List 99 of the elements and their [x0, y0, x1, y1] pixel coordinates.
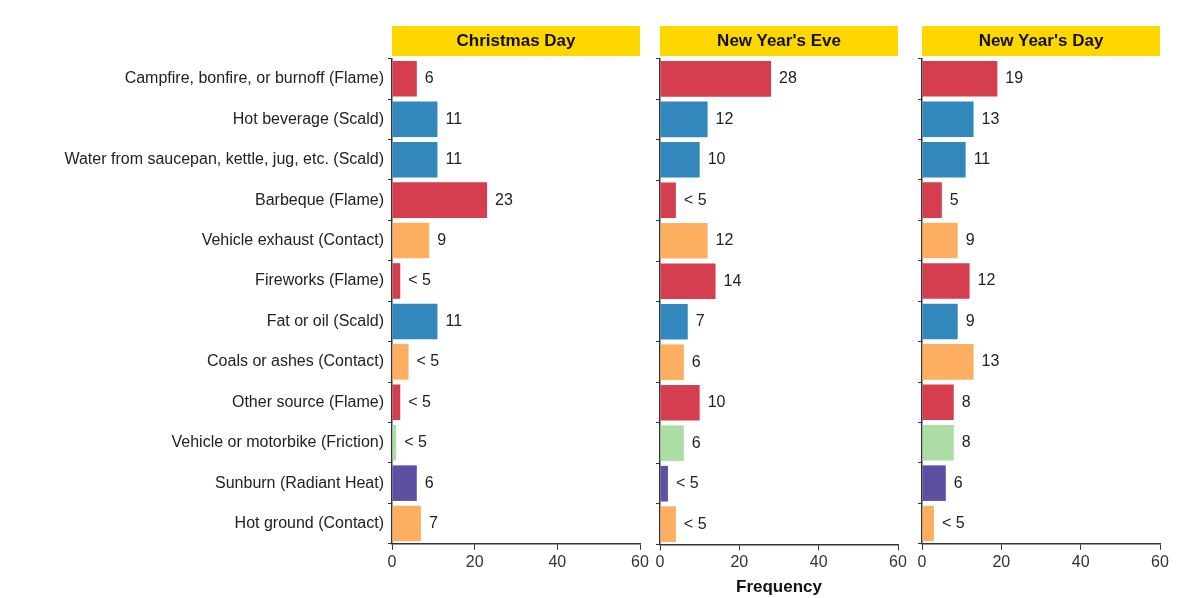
- bar: [922, 344, 974, 380]
- data-label: 8: [961, 392, 971, 410]
- data-label: 23: [495, 190, 513, 208]
- bar: [392, 384, 401, 421]
- data-label: 9: [965, 230, 975, 248]
- bar: [660, 101, 708, 138]
- bar: [660, 222, 708, 259]
- bar: [392, 505, 421, 542]
- data-label: 6: [691, 433, 701, 451]
- bar: [660, 425, 684, 461]
- x-tick-label: 40: [809, 553, 828, 571]
- data-label: 12: [715, 109, 734, 127]
- bar: [922, 141, 966, 178]
- data-label: < 5: [404, 433, 427, 451]
- data-label: 7: [428, 513, 438, 531]
- x-tick-label: 0: [387, 552, 397, 570]
- bar: [392, 101, 438, 138]
- x-tick-label: 0: [917, 552, 927, 570]
- y-tick-label: Sunburn (Radiant Heat): [215, 473, 384, 491]
- data-label: < 5: [408, 271, 432, 289]
- bar: [922, 222, 958, 259]
- bar: [922, 465, 946, 501]
- bar: [922, 263, 970, 299]
- data-label: 11: [445, 150, 463, 168]
- chart-title: Christmas Day: [392, 25, 640, 56]
- bar: [922, 101, 974, 138]
- data-label: 13: [981, 109, 1000, 127]
- bar: [660, 263, 716, 300]
- x-tick-label: 60: [631, 552, 649, 570]
- data-label: < 5: [675, 474, 699, 492]
- bar: [922, 424, 954, 461]
- x-tick-label: 40: [1071, 552, 1090, 570]
- x-tick-label: 60: [889, 553, 907, 571]
- bar: [922, 303, 958, 340]
- bar: [392, 344, 409, 380]
- y-tick-label: Coals or ashes (Contact): [207, 352, 384, 370]
- y-tick-label: Campfire, bonfire, or burnoff (Flame): [124, 69, 384, 87]
- bar: [392, 61, 417, 97]
- data-label: 9: [437, 230, 447, 248]
- chart-title: New Year's Eve: [660, 25, 898, 56]
- data-label: < 5: [408, 392, 432, 410]
- chart-title: New Year's Day: [922, 25, 1160, 56]
- data-label: 10: [707, 150, 726, 168]
- x-tick-label: 20: [730, 553, 749, 571]
- y-tick-label: Barbeque (Flame): [255, 190, 384, 208]
- data-label: < 5: [941, 513, 965, 531]
- data-label: 6: [424, 473, 434, 491]
- x-tick-label: 0: [655, 553, 665, 571]
- bar: [922, 384, 954, 421]
- bar: [392, 141, 438, 178]
- y-tick-label: Vehicle or motorbike (Friction): [171, 433, 384, 451]
- y-tick-label: Other source (Flame): [231, 392, 384, 410]
- bar: [392, 465, 417, 501]
- data-label: 6: [691, 352, 701, 370]
- data-label: < 5: [683, 190, 707, 208]
- bar: [660, 506, 676, 542]
- data-label: 12: [977, 271, 996, 289]
- bar: [660, 303, 688, 340]
- bar: [922, 61, 998, 97]
- data-label: 5: [949, 190, 959, 208]
- bar: [922, 182, 942, 218]
- y-tick-label: Vehicle exhaust (Contact): [201, 230, 384, 248]
- y-tick-label: Hot beverage (Scald): [232, 109, 384, 127]
- x-axis-title: Frequency: [736, 577, 823, 597]
- bar: [660, 61, 772, 97]
- bar: [660, 465, 668, 502]
- data-label: 11: [973, 150, 991, 168]
- y-tick-label: Fireworks (Flame): [255, 271, 384, 289]
- x-tick-label: 20: [465, 552, 484, 570]
- data-label: 10: [707, 393, 726, 411]
- x-tick-label: 60: [1151, 552, 1169, 570]
- bar: [660, 384, 700, 421]
- data-label: 13: [981, 352, 1000, 370]
- bar: [660, 142, 700, 178]
- data-label: 6: [953, 473, 963, 491]
- bar: [392, 182, 488, 218]
- data-label: 19: [1005, 69, 1024, 87]
- bar: [392, 263, 401, 299]
- x-tick-label: 40: [548, 552, 567, 570]
- data-label: 9: [965, 311, 975, 329]
- x-tick-label: 20: [992, 552, 1011, 570]
- data-label: 8: [961, 433, 971, 451]
- bar: [660, 344, 684, 381]
- data-label: 14: [723, 271, 742, 289]
- bar: [392, 222, 430, 259]
- data-label: < 5: [416, 352, 440, 370]
- y-tick-label: Fat or oil (Scald): [266, 311, 384, 329]
- data-label: < 5: [683, 514, 707, 532]
- data-label: 12: [715, 231, 734, 249]
- data-label: 28: [779, 69, 797, 87]
- bar: [922, 505, 934, 542]
- bar: [660, 182, 676, 219]
- bar: [392, 303, 438, 340]
- y-tick-label: Water from saucepan, kettle, jug, etc. (Scald): [64, 150, 384, 168]
- data-label: 11: [445, 311, 463, 329]
- data-label: 6: [424, 69, 434, 87]
- y-tick-label: Hot ground (Contact): [234, 513, 384, 531]
- data-label: 11: [445, 109, 463, 127]
- data-label: 7: [695, 312, 705, 330]
